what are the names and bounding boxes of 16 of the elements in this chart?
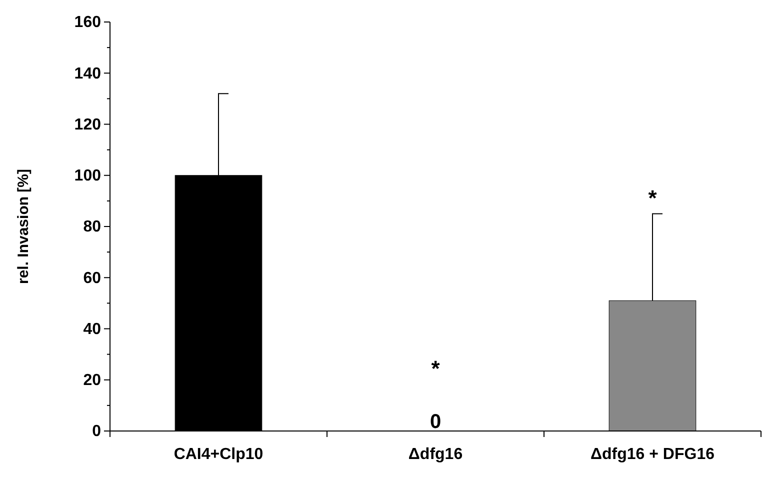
y-tick-label: 120 <box>74 116 102 134</box>
x-tick-label: CAI4+Clp10 <box>174 446 264 463</box>
data-label: 0 <box>430 411 442 433</box>
x-tick-label: Δdfg16 + DFG16 <box>590 446 715 463</box>
y-tick-label: 0 <box>92 423 102 440</box>
x-tick-label: Δdfg16 <box>408 446 463 463</box>
annotation: * <box>431 356 440 381</box>
y-tick-label: 60 <box>83 270 102 287</box>
y-tick-label: 160 <box>74 14 102 32</box>
y-tick-label: 140 <box>74 65 102 82</box>
y-tick-label: 80 <box>83 218 102 236</box>
y-tick-label: 40 <box>83 320 102 338</box>
y-axis-title: rel. Invasion [%] <box>15 168 32 284</box>
annotation: * <box>648 186 658 211</box>
y-tick-label: 20 <box>83 372 102 389</box>
y-tick-label: 100 <box>74 167 102 184</box>
